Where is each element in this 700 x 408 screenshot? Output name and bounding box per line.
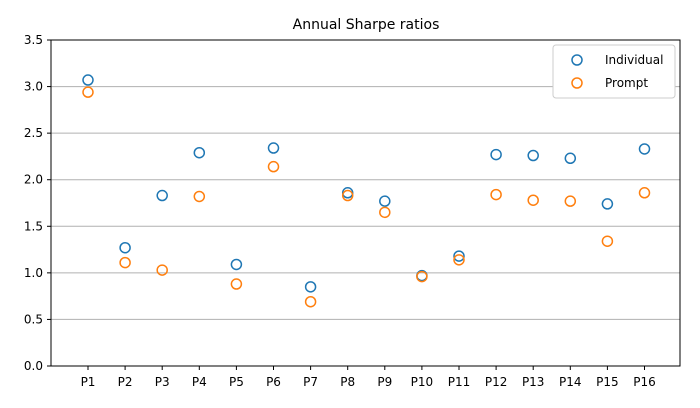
point-individual-p7 [304,281,317,293]
x-tick-label: P3 [155,375,170,389]
x-tick-label: P6 [266,375,281,389]
y-axis: 0.0 0.5 1.0 1.5 2.0 2.5 3.0 3.5 [24,33,51,373]
point-individual-p11 [453,250,465,262]
point-individual-p3 [156,189,168,202]
point-prompt-p13 [527,194,539,206]
legend-label-prompt: Prompt [605,76,648,90]
x-tick-label: P10 [411,375,434,389]
legend-marker-prompt [571,77,583,89]
point-individual-p2 [119,241,131,254]
point-prompt-p16 [638,187,651,199]
x-tick-label: P4 [192,375,207,389]
point-individual-p6 [267,142,280,154]
x-tick-label: P16 [633,375,656,389]
point-individual-p1 [82,74,94,86]
point-individual-p5 [230,258,243,271]
point-prompt-p5 [230,278,243,290]
point-prompt-p6 [267,160,280,173]
legend: Individual Prompt [552,44,676,99]
plot-frame [50,39,681,367]
point-prompt-p2 [119,256,131,269]
point-prompt-p8 [341,189,354,202]
point-individual-p16 [638,143,651,155]
point-prompt-p14 [564,195,577,207]
point-individual-p14 [564,152,577,165]
x-tick-label: P8 [340,375,355,389]
x-axis: P1 P2 P3 P4 P5 P6 P7 P8 P9 P10 P11 P12 P13 P14 P15 P16 [81,366,656,389]
point-prompt-p12 [490,188,502,201]
point-individual-p13 [527,149,539,162]
point-individual-p15 [601,198,614,210]
legend-box [552,44,676,99]
y-tick-label: 0.5 [24,312,43,326]
point-prompt-p9 [379,206,391,219]
y-tick-label: 2.5 [24,126,43,140]
x-tick-label: P12 [485,375,508,389]
point-individual-p12 [490,148,502,161]
y-tick-label: 3.5 [24,33,43,47]
y-tick-label: 1.5 [24,219,43,233]
point-prompt-p4 [193,190,206,203]
point-prompt-p1 [82,86,94,98]
x-tick-label: P2 [118,375,133,389]
y-tick-label: 1.0 [24,266,43,280]
point-prompt-p10 [416,270,428,283]
x-tick-label: P11 [448,375,471,389]
point-individual-p9 [379,195,391,207]
chart-title: Annual Sharpe ratios [293,17,440,33]
y-tick-label: 0.0 [24,359,43,373]
point-prompt-p15 [601,235,614,247]
x-tick-label: P5 [229,375,244,389]
x-tick-label: P9 [377,375,392,389]
point-prompt-p7 [304,295,317,308]
point-prompt-p11 [453,254,465,266]
y-tick-label: 3.0 [24,80,43,94]
x-tick-label: P14 [559,375,582,389]
x-tick-label: P7 [303,375,318,389]
y-tick-label: 2.0 [24,173,43,187]
x-tick-label: P15 [596,375,619,389]
legend-label-individual: Individual [605,53,663,67]
gridlines [51,86,680,320]
legend-marker-individual [571,54,583,66]
x-tick-label: P13 [522,375,545,389]
point-prompt-p3 [156,264,168,276]
x-tick-label: P1 [81,375,96,389]
data-points [82,74,651,308]
point-individual-p4 [193,146,206,159]
